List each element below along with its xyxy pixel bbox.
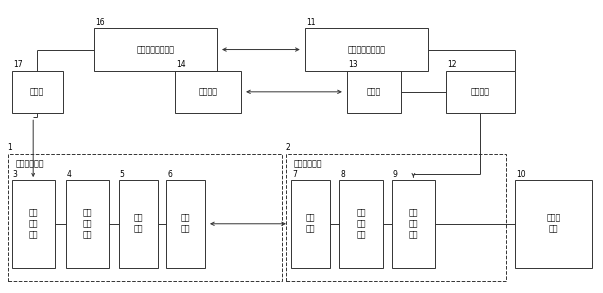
Bar bbox=[305, 28, 428, 71]
Text: 6: 6 bbox=[168, 170, 172, 178]
Bar bbox=[446, 71, 515, 113]
Text: 4: 4 bbox=[67, 170, 72, 178]
Bar bbox=[11, 180, 55, 268]
Bar bbox=[8, 154, 282, 281]
Bar bbox=[339, 180, 383, 268]
Text: 助降标靶: 助降标靶 bbox=[199, 87, 218, 96]
Text: 8: 8 bbox=[341, 170, 346, 178]
Text: 供电
控制
电路: 供电 控制 电路 bbox=[409, 208, 418, 239]
Bar bbox=[94, 28, 217, 71]
Text: 能量接收模块: 能量接收模块 bbox=[294, 160, 322, 169]
Text: 继电器: 继电器 bbox=[30, 87, 44, 96]
Text: 7: 7 bbox=[292, 170, 297, 178]
Bar bbox=[515, 180, 592, 268]
Bar bbox=[286, 154, 506, 281]
Text: 无线遥控接收单元: 无线遥控接收单元 bbox=[137, 45, 175, 54]
Text: 可充电
电池: 可充电 电池 bbox=[546, 214, 561, 234]
Text: 3: 3 bbox=[13, 170, 17, 178]
Text: 16: 16 bbox=[95, 18, 105, 27]
Text: 整流
滤波
电路: 整流 滤波 电路 bbox=[28, 208, 38, 239]
Text: 高频
逆变
电路: 高频 逆变 电路 bbox=[83, 208, 92, 239]
Bar bbox=[291, 180, 330, 268]
Text: 13: 13 bbox=[348, 60, 358, 69]
Bar bbox=[119, 180, 158, 268]
Text: 摄像头: 摄像头 bbox=[367, 87, 381, 96]
Text: 10: 10 bbox=[516, 170, 526, 178]
Text: 无线充电模块: 无线充电模块 bbox=[15, 160, 43, 169]
Text: 中继
线圈: 中继 线圈 bbox=[181, 214, 191, 234]
Text: 14: 14 bbox=[176, 60, 186, 69]
Text: 发射
线圈: 发射 线圈 bbox=[133, 214, 143, 234]
Text: 2: 2 bbox=[285, 143, 290, 152]
Text: 5: 5 bbox=[120, 170, 125, 178]
Text: 主控单元: 主控单元 bbox=[471, 87, 490, 96]
Bar bbox=[66, 180, 109, 268]
Text: 11: 11 bbox=[306, 18, 315, 27]
Text: 12: 12 bbox=[447, 60, 456, 69]
Bar bbox=[166, 180, 205, 268]
Bar bbox=[11, 71, 63, 113]
Text: 接收
线圈: 接收 线圈 bbox=[306, 214, 315, 234]
Bar bbox=[175, 71, 241, 113]
Text: 无线遥控发射单元: 无线遥控发射单元 bbox=[347, 45, 385, 54]
Bar bbox=[347, 71, 401, 113]
Text: 17: 17 bbox=[13, 60, 22, 69]
Text: 整流
稳压
电路: 整流 稳压 电路 bbox=[356, 208, 366, 239]
Text: 9: 9 bbox=[393, 170, 398, 178]
Bar bbox=[392, 180, 435, 268]
Text: 1: 1 bbox=[7, 143, 11, 152]
